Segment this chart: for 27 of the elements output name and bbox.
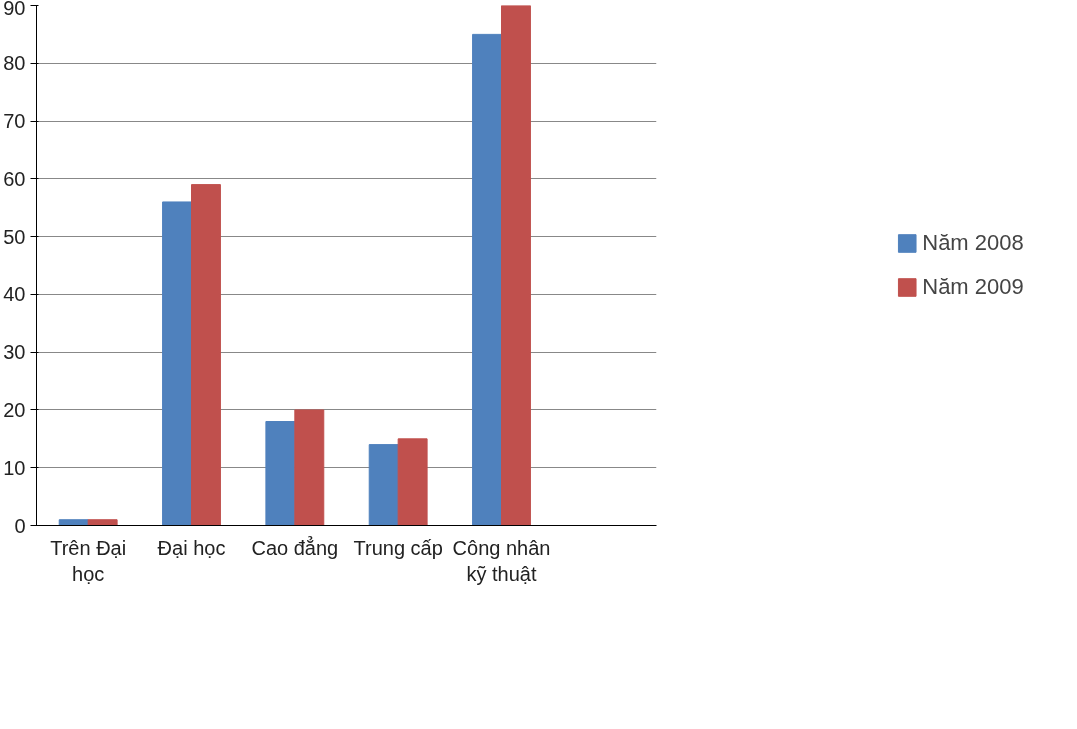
x-tick-label: Trên Đại học (50, 536, 127, 585)
x-tick-label: Đại học (157, 536, 226, 559)
bar (265, 421, 296, 526)
bar (87, 519, 118, 526)
legend-label: Năm 2008 (922, 230, 1024, 256)
y-tick-label: 40 (3, 283, 26, 306)
bar (397, 438, 428, 526)
bar (501, 5, 531, 526)
bar (368, 444, 399, 526)
bar (162, 201, 192, 526)
bar (58, 519, 89, 526)
bar (294, 409, 325, 526)
y-tick-label: 10 (3, 456, 26, 479)
y-tick-label: 90 (3, 0, 26, 19)
y-tick-label: 80 (3, 52, 26, 75)
x-tick-label: Công nhân kỹ thuật (452, 536, 551, 585)
y-tick-label: 60 (3, 167, 26, 190)
bar (472, 33, 502, 526)
y-tick-label: 20 (3, 398, 26, 421)
x-tick-label: Cao đẳng (251, 535, 339, 559)
y-tick-label: 30 (3, 341, 26, 364)
y-tick-label: 70 (3, 110, 26, 133)
legend-label: Năm 2009 (922, 274, 1024, 300)
x-tick-label: Trung cấp (353, 536, 443, 559)
bar (191, 184, 221, 526)
y-tick-label: 0 (14, 514, 26, 537)
y-tick-label: 50 (3, 225, 26, 248)
